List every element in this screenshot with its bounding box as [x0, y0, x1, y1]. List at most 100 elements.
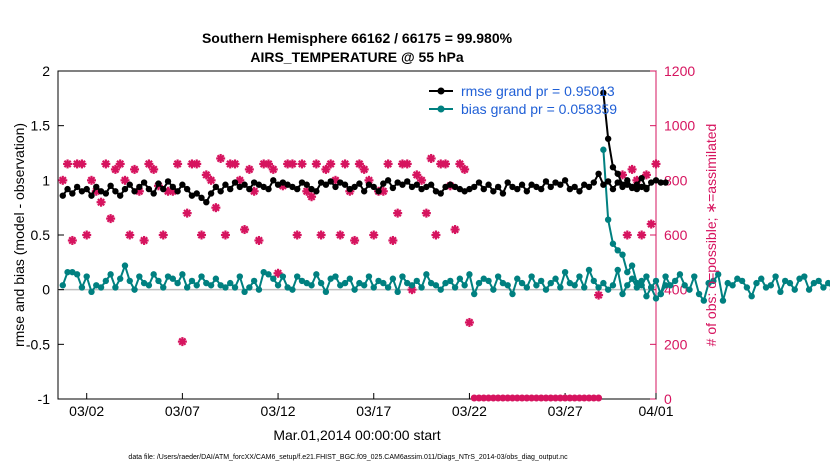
bias-point [604, 286, 612, 293]
rmse-point [600, 181, 607, 188]
rmse-point [260, 183, 267, 191]
left-tick-label: -1 [38, 391, 51, 407]
bias-point [250, 277, 258, 285]
rmse-point [303, 181, 310, 188]
obs-possible-marker [552, 394, 560, 402]
rmse-point [423, 183, 430, 191]
bias-point [174, 279, 181, 287]
bias-point [791, 286, 798, 293]
bias-point [126, 277, 133, 285]
obs-assimilated-marker [627, 164, 637, 174]
rmse-point [265, 185, 272, 193]
obs-count-series [58, 153, 661, 402]
obs-assimilated-marker [149, 164, 159, 174]
obs-assimilated-marker [177, 337, 187, 347]
rmse-point [509, 183, 516, 191]
rmse-point [356, 180, 363, 187]
chart-title-line-1: Southern Hemisphere 66162 / 66175 = 99.9… [202, 30, 513, 46]
legend-bias-label: bias grand pr = 0.058359 [461, 101, 617, 117]
bias-point [815, 277, 822, 285]
obs-assimilated-marker [125, 230, 135, 240]
bias-point [772, 273, 779, 280]
obs-assimilated-marker [464, 317, 474, 327]
obs-assimilated-marker [106, 214, 116, 224]
obs-assimilated-marker [326, 159, 336, 169]
bias-point [116, 275, 124, 282]
obs-possible-marker [480, 394, 488, 402]
bias-point [676, 271, 684, 278]
bias-point [404, 279, 411, 287]
rmse-point [662, 179, 669, 186]
bias-point [619, 290, 626, 298]
rmse-point [408, 183, 416, 191]
rmse-point [136, 183, 143, 191]
obs-possible-marker [595, 394, 603, 402]
rmse-point [169, 183, 177, 191]
rmse-point [179, 181, 186, 188]
obs-assimilated-marker [431, 230, 441, 240]
rmse-point [183, 185, 191, 193]
bias-series [59, 146, 830, 304]
obs-assimilated-marker [230, 159, 240, 169]
bias-point [743, 284, 751, 291]
bias-point [533, 282, 540, 289]
rmse-point [294, 185, 301, 193]
x-axis-label: Mar.01,2014 00:00:00 start [273, 427, 440, 443]
rmse-point [270, 177, 277, 184]
bias-point [188, 277, 196, 285]
right-tick-label: 1000 [664, 118, 695, 134]
obs-possible-marker [494, 394, 502, 402]
bias-point [399, 273, 406, 280]
rmse-point [533, 183, 540, 191]
bias-point [360, 282, 368, 289]
bias-point [73, 271, 81, 278]
obs-possible-marker [508, 394, 516, 402]
bias-point [380, 279, 387, 287]
bias-point [255, 286, 263, 293]
rmse-point [523, 188, 531, 195]
obs-assimilated-marker [594, 290, 604, 300]
rmse-point [126, 181, 133, 188]
x-tick-label: 04/01 [638, 403, 673, 419]
bias-point [222, 284, 229, 291]
bias-point [729, 282, 736, 289]
rmse-point [174, 188, 181, 195]
rmse-point [322, 181, 330, 188]
obs-assimilated-marker [359, 164, 369, 174]
plot-frame [57, 70, 657, 400]
rmse-point [121, 185, 129, 193]
obs-assimilated-marker [115, 159, 125, 169]
bias-point [179, 271, 186, 278]
rmse-point [365, 181, 373, 188]
obs-assimilated-marker [287, 159, 297, 169]
rmse-point [609, 185, 617, 193]
rmse-point [217, 188, 224, 195]
bias-point [270, 275, 277, 282]
bias-point [169, 275, 177, 282]
rmse-point [327, 178, 334, 185]
obs-assimilated-marker [646, 219, 656, 229]
bias-point [604, 216, 612, 223]
bias-point [566, 279, 574, 287]
rmse-point [250, 179, 258, 186]
obs-assimilated-marker [158, 230, 168, 240]
rmse-point [566, 185, 574, 193]
x-tick-label: 03/02 [69, 403, 104, 419]
rmse-point [600, 89, 607, 97]
right-tick-label: 0 [664, 391, 672, 407]
bias-point [724, 279, 731, 287]
bias-point [662, 273, 669, 280]
bias-point [442, 279, 449, 287]
obs-possible-marker [489, 394, 497, 402]
obs-assimilated-marker [383, 159, 393, 169]
rmse-point [241, 181, 248, 188]
bias-point [64, 268, 71, 276]
bias-point [767, 282, 775, 289]
rmse-point [604, 135, 612, 142]
bias-point [494, 273, 502, 280]
bias-point [825, 279, 830, 287]
obs-assimilated-marker [58, 175, 68, 185]
rmse-point [504, 179, 511, 186]
bias-point [475, 279, 483, 287]
